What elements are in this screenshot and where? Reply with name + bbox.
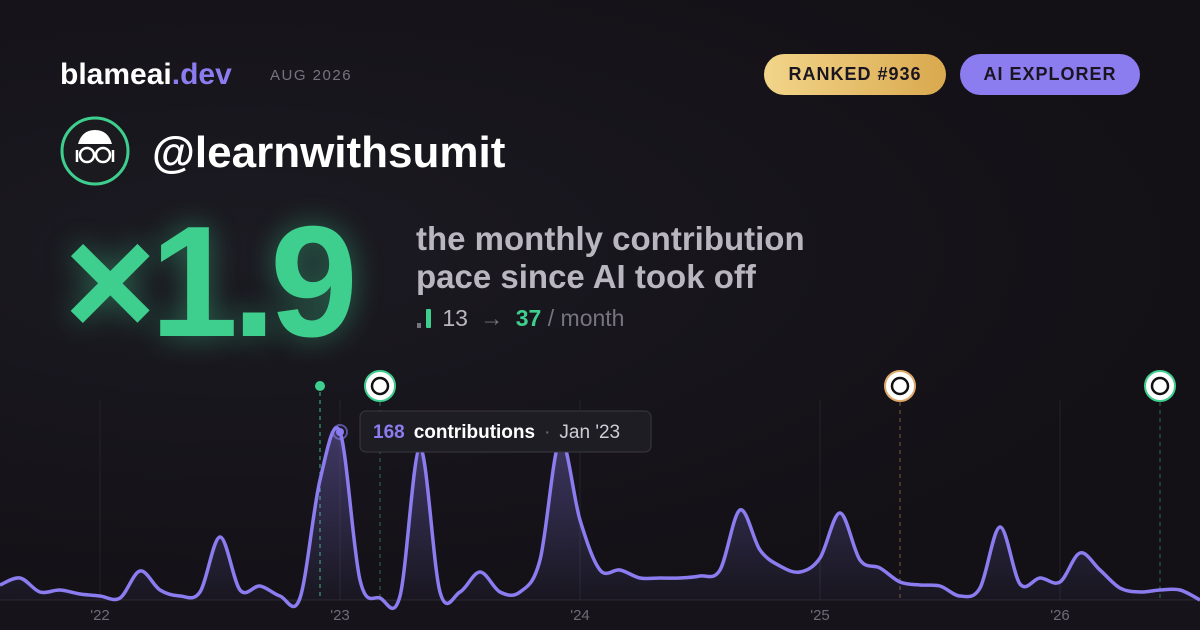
- event-icon: [1144, 370, 1176, 402]
- handle: @learnwithsumit: [152, 128, 506, 177]
- date: AUG 2026: [270, 67, 353, 84]
- event-icon-glyph: [1150, 376, 1170, 396]
- x-tick-label: '26: [1050, 607, 1070, 624]
- pace-icon: [417, 309, 431, 328]
- tooltip-label: contributions: [414, 422, 535, 443]
- pace-after: 37: [515, 305, 542, 331]
- rank-badge: RANKED #936: [764, 54, 946, 95]
- event-icon: [364, 370, 396, 402]
- tooltip-text: 168 contributions · Jan '23: [373, 422, 620, 443]
- tooltip-date: Jan '23: [559, 422, 620, 443]
- line: [0, 426, 1200, 611]
- tooltip-box: [359, 410, 652, 453]
- brand-tld: .dev: [171, 58, 232, 91]
- avatar: [60, 116, 130, 186]
- x-tick-label: '24: [570, 607, 590, 624]
- tooltip-value: 168: [373, 422, 405, 443]
- pace-arrow: →: [480, 305, 504, 331]
- axis-band: [0, 600, 1200, 630]
- brand-name: blameai: [60, 58, 172, 91]
- peak-point: [336, 428, 344, 436]
- x-tick-label: '22: [90, 607, 110, 624]
- x-tick-label: '23: [330, 607, 350, 624]
- event-dot: [315, 381, 325, 391]
- event-icon: [884, 370, 916, 402]
- brand: blameai.dev: [60, 58, 232, 92]
- pace: 13 → 37 / month: [416, 305, 624, 332]
- event-icon-glyph: [890, 376, 910, 396]
- explorer-badge: AI EXPLORER: [960, 54, 1140, 95]
- caption-line: the monthly contribution: [416, 220, 805, 257]
- event-icon-glyph: [370, 376, 390, 396]
- pace-before: 13: [442, 305, 468, 331]
- peak-ring: [332, 424, 348, 440]
- tooltip: 168 contributions · Jan '23: [359, 410, 652, 453]
- pace-unit: / month: [547, 305, 625, 331]
- multiplier: ×1.9: [64, 194, 358, 370]
- x-tick-label: '25: [810, 607, 830, 624]
- tooltip-separator: ·: [544, 422, 550, 443]
- caption-line: pace since AI took off: [416, 258, 756, 295]
